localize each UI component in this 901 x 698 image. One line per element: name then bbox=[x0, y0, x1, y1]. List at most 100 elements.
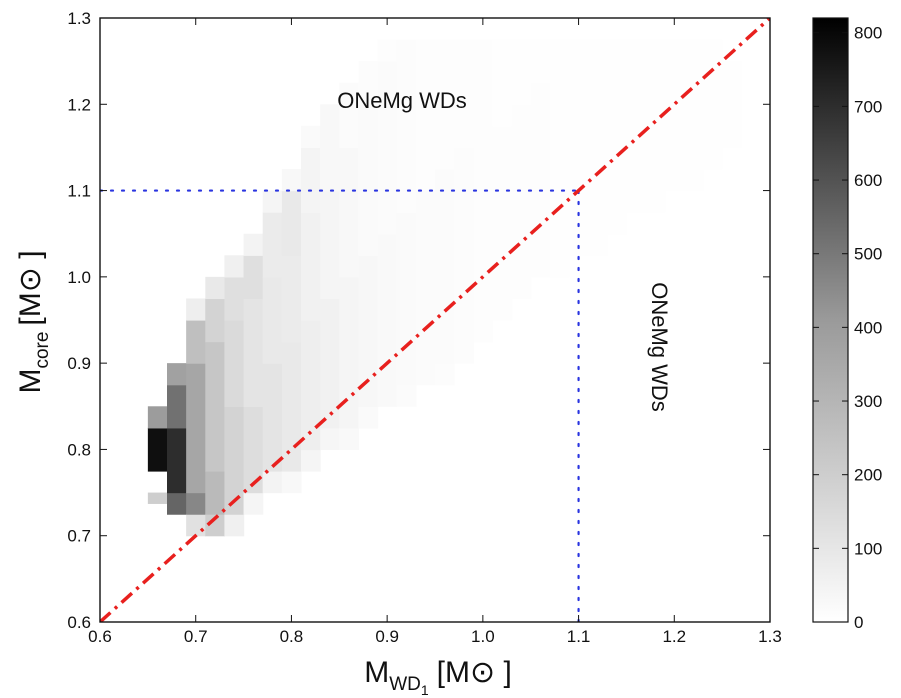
heatmap-bin-11-0 bbox=[358, 406, 379, 429]
x-tick-label-5: 1.1 bbox=[567, 627, 591, 646]
heatmap-bin-1-1 bbox=[167, 427, 187, 494]
heatmap-bin-13-0 bbox=[396, 384, 417, 407]
heatmap-bin-2-4 bbox=[186, 298, 206, 321]
heatmap-bin-9-3 bbox=[320, 104, 340, 192]
x-tick-label-3: 0.9 bbox=[375, 627, 399, 646]
heatmap-bin-7-1 bbox=[281, 341, 302, 472]
heatmap-bin-7-2 bbox=[281, 255, 302, 343]
reference-lines bbox=[100, 18, 770, 622]
heatmap-bin-8-1 bbox=[301, 320, 321, 451]
heatmap-bin-0-1 bbox=[147, 427, 168, 472]
y-tick-label-3: 0.9 bbox=[67, 354, 91, 373]
heatmap-bin-28-0 bbox=[683, 39, 704, 192]
heatmap-bin-13-2 bbox=[396, 39, 417, 213]
heatmap-bin-6-3 bbox=[262, 212, 283, 278]
heatmap-bin-18-1 bbox=[492, 39, 513, 127]
y-axis-ticks: 0.6 0.7 0.8 0.9 1.0 1.1 1.2 1.3 bbox=[67, 9, 770, 632]
heatmap-bin-6-2 bbox=[262, 276, 283, 364]
x-tick-label-6: 1.2 bbox=[662, 627, 686, 646]
heatmap-bin-10-2 bbox=[339, 147, 360, 278]
heatmap-bin-4-3 bbox=[224, 276, 245, 321]
heatmap-bin-29-0 bbox=[703, 39, 723, 170]
heatmap-bin-0-0 bbox=[147, 492, 168, 504]
heatmap-bin-20-1 bbox=[530, 39, 551, 84]
colorbar-tick-label-4: 400 bbox=[854, 318, 882, 337]
x-tick-label-1: 0.7 bbox=[184, 627, 208, 646]
colorbar-tick-label-0: 0 bbox=[854, 613, 863, 632]
diagonal-dash-dot-line bbox=[100, 18, 770, 622]
colorbar-ticks: 0 100 200 300 400 500 600 700 800 bbox=[813, 24, 882, 632]
heatmap-bin-0-2 bbox=[147, 406, 168, 429]
heatmap-bin-11-3 bbox=[358, 61, 379, 105]
heatmap-bin-30-0 bbox=[722, 61, 742, 149]
heatmap-bin-26-0 bbox=[645, 39, 666, 213]
heatmap-bin-8-3 bbox=[301, 147, 321, 213]
heatmap-bin-9-0 bbox=[320, 427, 340, 451]
heatmap-bin-24-0 bbox=[607, 39, 628, 235]
heatmap-bin-8-4 bbox=[301, 125, 321, 149]
heatmap-bin-27-0 bbox=[664, 39, 685, 192]
heatmap-bin-15-2 bbox=[435, 39, 455, 170]
heatmap-bin-5-1 bbox=[243, 406, 264, 494]
heatmap-bin-15-0 bbox=[435, 363, 455, 386]
heatmap-bin-16-0 bbox=[454, 147, 474, 364]
heatmap-bin-14-1 bbox=[415, 39, 436, 192]
colorbar-tick-label-3: 300 bbox=[854, 392, 882, 411]
heatmap-bin-16-1 bbox=[454, 39, 474, 149]
y-tick-label-4: 1.0 bbox=[67, 268, 91, 287]
annotation-right: ONeMg WDs bbox=[647, 282, 672, 412]
heatmap-bin-4-4 bbox=[224, 255, 245, 278]
heatmap-bin-3-3 bbox=[205, 298, 226, 343]
heatmap-bin-15-1 bbox=[435, 169, 455, 364]
heatmap-bin-2-2 bbox=[186, 363, 206, 494]
heatmap-bin-10-0 bbox=[339, 427, 360, 451]
heatmap-bin-9-1 bbox=[320, 298, 340, 429]
heatmap-bins bbox=[147, 39, 742, 537]
heatmap-bin-4-1 bbox=[224, 406, 245, 515]
heatmap-bin-6-4 bbox=[262, 190, 283, 213]
y-tick-label-1: 0.7 bbox=[67, 527, 91, 546]
x-axis-ticks: 0.6 0.7 0.8 0.9 1.0 1.1 1.2 1.3 bbox=[88, 18, 782, 646]
heatmap-bin-5-4 bbox=[243, 233, 264, 256]
heatmap-bin-7-3 bbox=[281, 190, 302, 256]
heatmap-bin-6-1 bbox=[262, 363, 283, 472]
y-tick-label-6: 1.2 bbox=[67, 95, 91, 114]
heatmap-bin-4-2 bbox=[224, 320, 245, 407]
heatmap-bin-7-4 bbox=[281, 169, 302, 192]
heatmap-bin-12-2 bbox=[377, 39, 398, 62]
heatmap-bin-10-1 bbox=[339, 276, 360, 429]
heatmap-bin-22-0 bbox=[569, 39, 589, 256]
heatmap-bin-3-0 bbox=[205, 514, 226, 537]
heatmap-bin-5-3 bbox=[243, 255, 264, 300]
y-tick-label-5: 1.1 bbox=[67, 182, 91, 201]
heatmap-bin-3-2 bbox=[205, 341, 226, 472]
heatmap-bin-17-1 bbox=[473, 39, 494, 149]
x-tick-label-4: 1.0 bbox=[471, 627, 495, 646]
colorbar-tick-label-8: 800 bbox=[854, 24, 882, 43]
y-tick-label-7: 1.3 bbox=[67, 9, 91, 28]
heatmap-bin-4-0 bbox=[224, 514, 245, 537]
heatmap-bin-1-3 bbox=[167, 363, 187, 386]
heatmap-bin-17-0 bbox=[473, 147, 494, 343]
heatmap-bin-11-1 bbox=[358, 255, 379, 407]
heatmap-bin-8-0 bbox=[301, 449, 321, 472]
heatmap-bin-7-0 bbox=[281, 471, 302, 494]
heatmap-bin-12-1 bbox=[377, 61, 398, 235]
heatmap-bin-14-0 bbox=[415, 190, 436, 386]
y-tick-label-0: 0.6 bbox=[67, 613, 91, 632]
colorbar-tick-label-2: 200 bbox=[854, 466, 882, 485]
heatmap-bin-13-1 bbox=[396, 212, 417, 386]
heatmap-bin-12-0 bbox=[377, 233, 398, 407]
heatmap-bin-3-4 bbox=[205, 276, 226, 300]
heatmap-bin-8-2 bbox=[301, 212, 321, 321]
annotation-upper: ONeMg WDs bbox=[337, 88, 467, 113]
heatmap-bin-1-2 bbox=[167, 384, 187, 429]
heatmap-bin-6-0 bbox=[262, 471, 283, 494]
plot-frame bbox=[99, 17, 771, 623]
heatmap-bin-19-1 bbox=[511, 39, 532, 105]
colorbar-tick-label-6: 600 bbox=[854, 171, 882, 190]
heatmap-bin-2-3 bbox=[186, 320, 206, 364]
colorbar-tick-label-5: 500 bbox=[854, 245, 882, 264]
x-axis-label: MWD1[M⊙ ] bbox=[364, 656, 512, 698]
